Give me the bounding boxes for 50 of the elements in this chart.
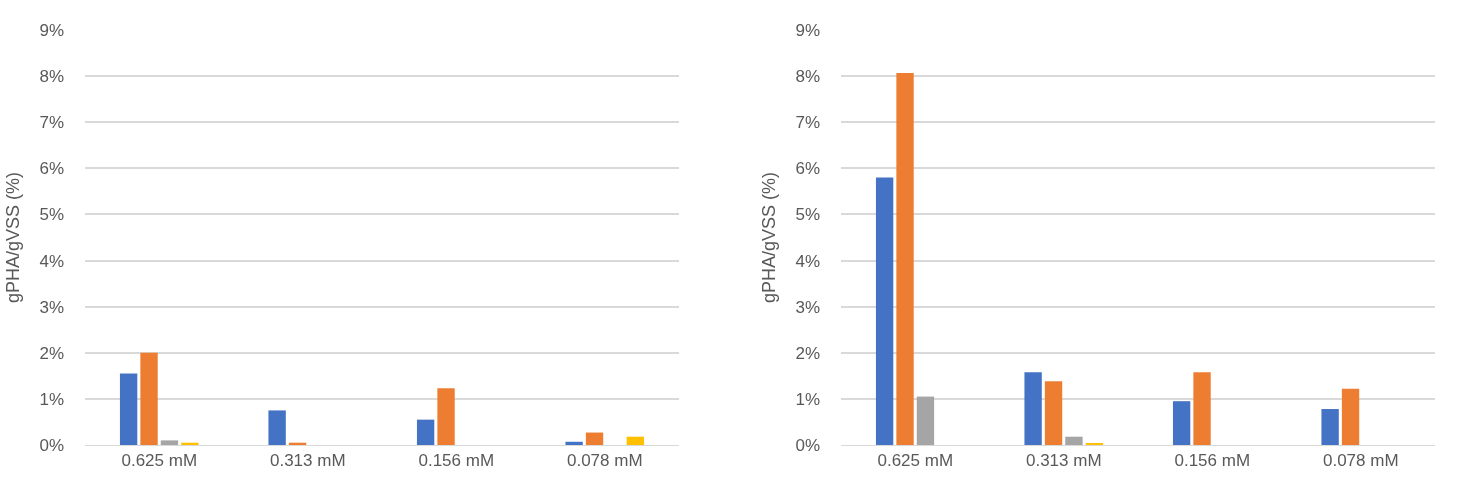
bar [181, 442, 199, 445]
y-tick-label: 5% [39, 205, 64, 225]
y-tick-label: 7% [795, 113, 820, 133]
bar [437, 388, 455, 445]
x-tick-label: 0.078 mM [1322, 451, 1399, 471]
bar [896, 72, 914, 445]
bar [1172, 401, 1191, 445]
y-tick-label: 0% [795, 435, 820, 455]
y-tick-label: 3% [795, 297, 820, 317]
bar [119, 373, 138, 445]
bar [1044, 381, 1063, 445]
x-tick-label: 0.156 mM [418, 451, 495, 471]
bar [1024, 372, 1042, 445]
y-tick-label: 9% [39, 20, 64, 40]
x-tick-label: 0.313 mM [1025, 451, 1102, 471]
y-tick-label: 3% [39, 297, 64, 317]
y-tick-label: 8% [795, 67, 820, 87]
bar [1321, 409, 1339, 445]
bar [626, 436, 645, 445]
y-tick-label: 2% [39, 343, 64, 363]
x-tick-label: 0.156 mM [1174, 451, 1251, 471]
y-axis-title: gPHA/gVSS (%) [758, 171, 779, 304]
y-tick-label: 0% [39, 435, 64, 455]
y-axis-title: gPHA/gVSS (%) [2, 171, 23, 304]
y-tick-label: 8% [39, 67, 64, 87]
bar [875, 177, 894, 445]
y-tick-label: 5% [795, 205, 820, 225]
y-tick-label: 9% [795, 20, 820, 40]
x-tick-label: 0.313 mM [269, 451, 346, 471]
y-tick-label: 1% [39, 389, 64, 409]
bar [916, 396, 935, 445]
bar [268, 410, 286, 445]
bar [416, 419, 435, 445]
bar [1341, 388, 1360, 445]
y-tick-label: 7% [39, 113, 64, 133]
bar [1065, 436, 1083, 445]
bar [585, 432, 604, 445]
bar [565, 441, 583, 445]
bar [140, 352, 158, 445]
y-tick-label: 6% [39, 159, 64, 179]
y-tick-label: 2% [795, 343, 820, 363]
y-tick-label: 6% [795, 159, 820, 179]
y-tick-label: 4% [795, 251, 820, 271]
x-tick-label: 0.625 mM [877, 451, 954, 471]
x-tick-label: 0.625 mM [121, 451, 198, 471]
bar [1193, 372, 1211, 445]
bar [160, 440, 179, 445]
y-tick-label: 4% [39, 251, 64, 271]
y-tick-label: 1% [795, 389, 820, 409]
x-tick-label: 0.078 mM [566, 451, 643, 471]
